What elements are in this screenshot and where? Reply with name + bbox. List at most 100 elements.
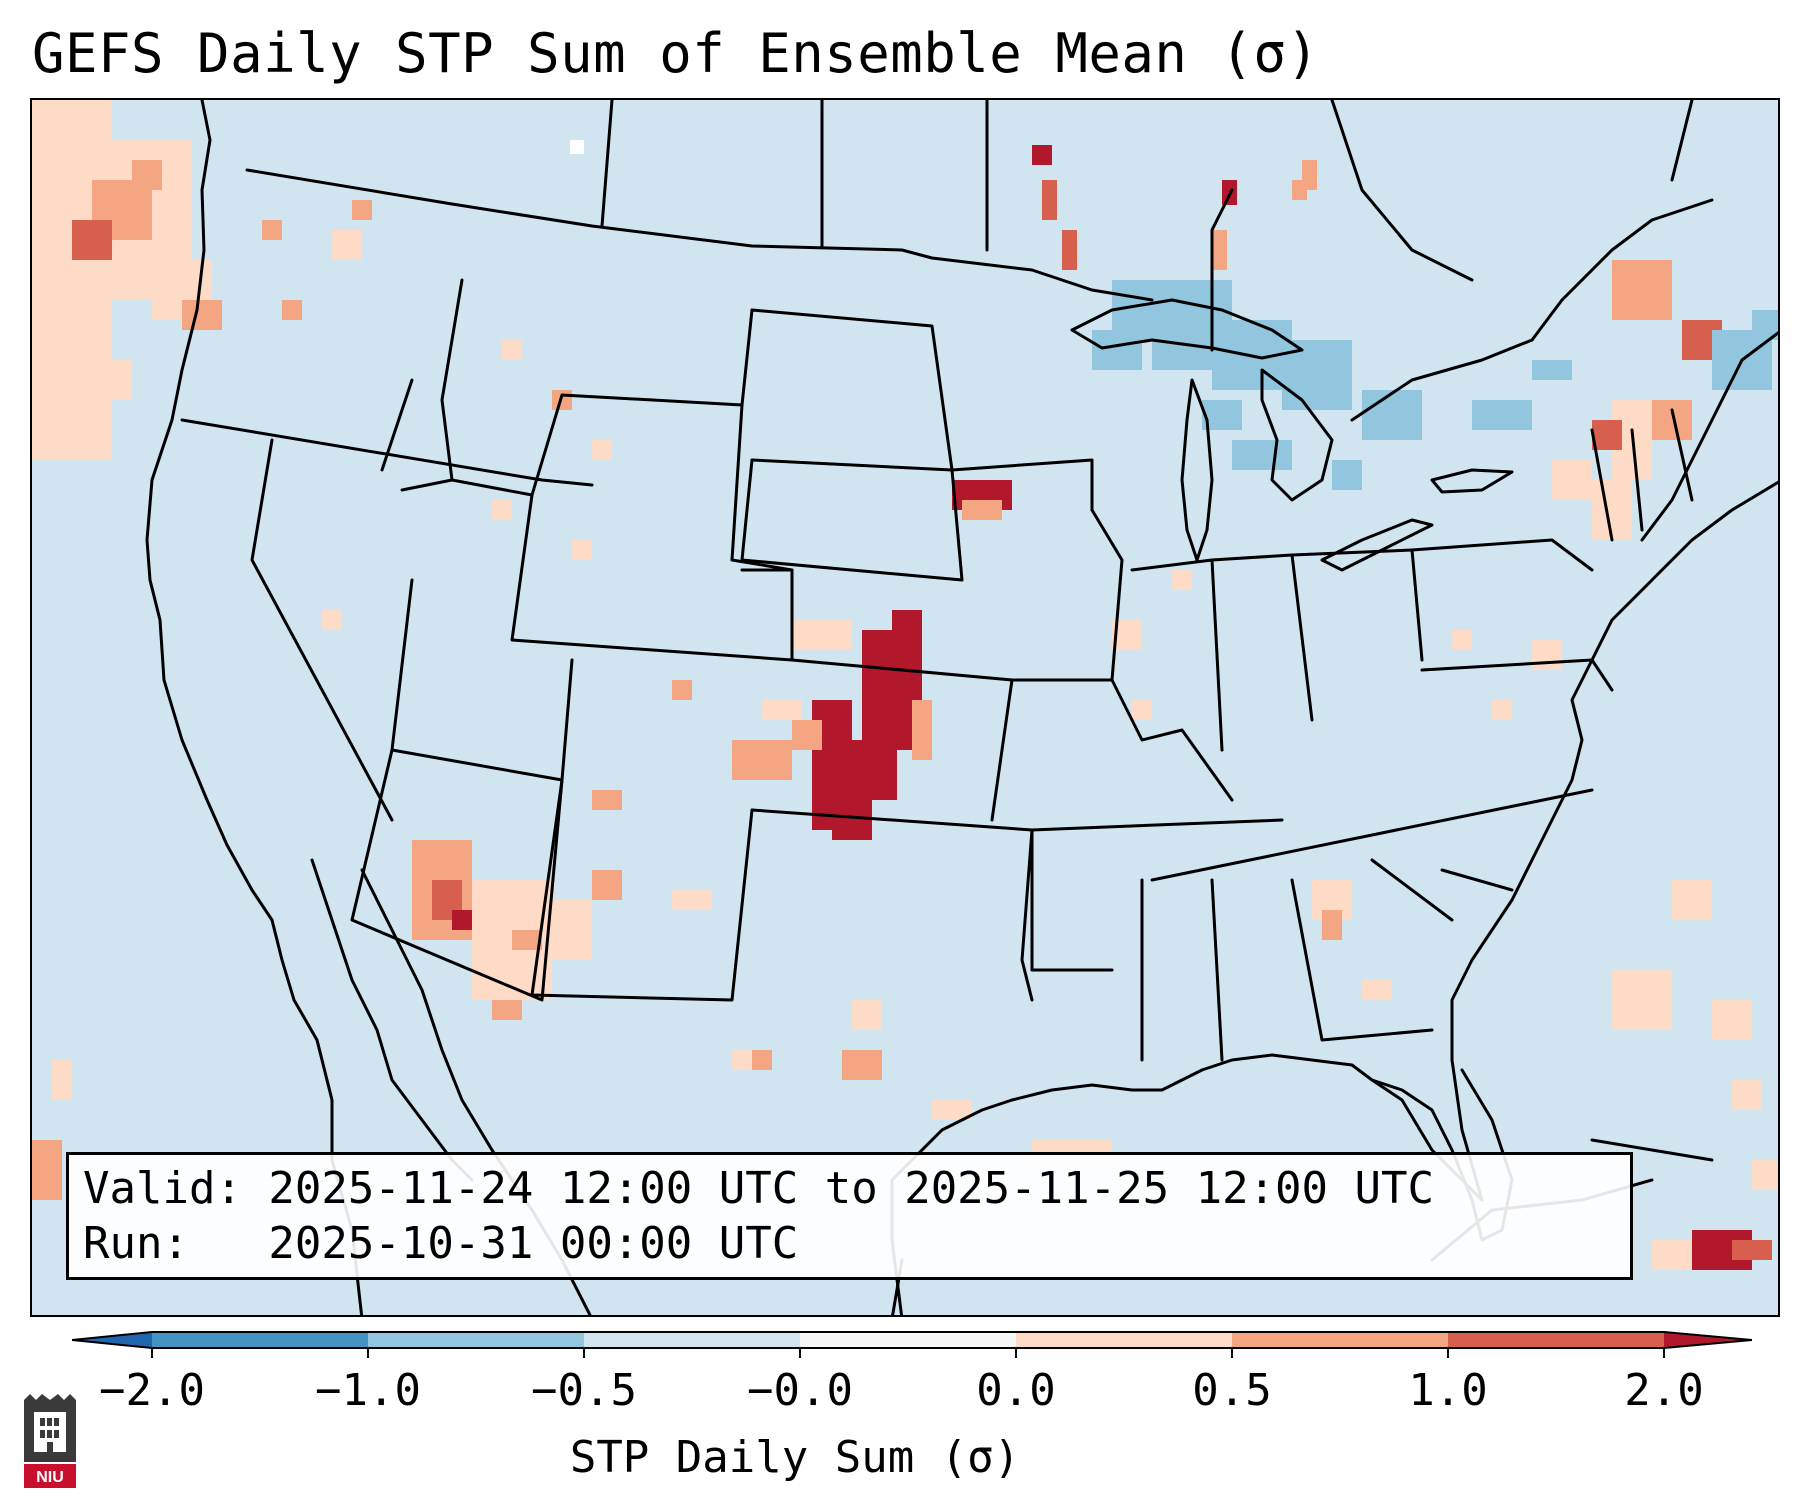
valid-time-text: Valid: 2025-11-24 12:00 UTC to 2025-11-2…: [83, 1163, 1435, 1214]
anomaly-cell: [1092, 330, 1142, 370]
valid-run-box: Valid: 2025-11-24 12:00 UTC to 2025-11-2…: [66, 1152, 1633, 1280]
anomaly-cell: [1652, 1240, 1692, 1270]
anomaly-cell: [1132, 700, 1152, 720]
great-lakes-superior: [1070, 298, 1304, 360]
anomaly-cell: [1172, 570, 1192, 590]
boundary-lines: [145, 100, 1778, 1315]
anomaly-cell: [552, 900, 592, 960]
anomaly-cell: [282, 300, 302, 320]
anomaly-cell: [592, 790, 622, 810]
svg-text:NIU: NIU: [36, 1469, 64, 1486]
colorbar-bin: [584, 1332, 800, 1348]
run-time-text: Run: 2025-10-31 00:00 UTC: [83, 1218, 799, 1269]
anomaly-cell: [1732, 1080, 1762, 1110]
anomaly-cell: [932, 1100, 972, 1120]
anomaly-cell: [1612, 260, 1672, 320]
anomaly-cell: [92, 360, 132, 400]
niu-logo: NIU: [24, 1394, 76, 1488]
colorbar-label: STP Daily Sum (σ): [569, 1432, 1021, 1483]
anomaly-cell: [842, 1050, 882, 1080]
anomaly-cell: [1712, 1000, 1752, 1040]
anomaly-cell: [762, 700, 802, 720]
anomaly-cell: [1062, 230, 1077, 270]
anomaly-cell: [1042, 180, 1057, 220]
colorbar-tick-label: −1.0: [315, 1365, 421, 1416]
anomaly-cell: [1492, 700, 1512, 720]
colorbar-tick-label: 0.5: [1192, 1365, 1272, 1416]
anomaly-cell: [322, 610, 342, 630]
anomaly-cell: [1652, 400, 1692, 440]
anomaly-cell: [1532, 360, 1572, 380]
anomaly-cell: [1232, 440, 1292, 470]
east-coastline: [1450, 480, 1778, 1202]
colorbar-bin: [368, 1332, 584, 1348]
map-canvas: [32, 100, 1778, 1315]
colorbar-tick-label: −0.0: [747, 1365, 853, 1416]
map-panel[interactable]: [30, 98, 1780, 1317]
anomaly-cell: [502, 340, 522, 360]
colorbar: [72, 1331, 1752, 1358]
colorbar-bin: [1232, 1332, 1448, 1348]
anomaly-cell: [672, 680, 692, 700]
great-lakes-huron: [1260, 368, 1334, 502]
anomaly-cell: [32, 300, 92, 380]
anomaly-cells: [32, 100, 1778, 1270]
canada-us-border: [245, 168, 1154, 302]
anomaly-cell: [52, 1060, 72, 1100]
missing-cell: [570, 140, 584, 154]
anomaly-cell: [1322, 910, 1342, 940]
west-coastline: [145, 100, 364, 1315]
anomaly-cell: [572, 540, 592, 560]
anomaly-cell: [832, 800, 872, 840]
anomaly-cell: [1672, 880, 1712, 920]
anomaly-cell: [1212, 230, 1227, 270]
colorbar-bin: [1016, 1332, 1232, 1348]
anomaly-cell: [847, 740, 897, 800]
anomaly-cell: [592, 870, 622, 900]
anomaly-cell: [892, 610, 922, 670]
anomaly-cell: [792, 620, 852, 650]
anomaly-cell: [132, 160, 162, 190]
great-lakes-ontario: [1430, 468, 1514, 494]
colorbar-extend-high: [1664, 1332, 1752, 1348]
anomaly-cell: [1732, 1240, 1772, 1260]
anomaly-cell: [262, 220, 282, 240]
anomaly-cell: [32, 1140, 62, 1200]
anomaly-cell: [1362, 980, 1392, 1000]
colorbar-bin: [1448, 1332, 1664, 1348]
colorbar-tick-label: −0.5: [531, 1365, 637, 1416]
anomaly-cell: [752, 1050, 772, 1070]
anomaly-cell: [1472, 400, 1532, 430]
anomaly-cell: [592, 440, 612, 460]
anomaly-cell: [962, 500, 1002, 520]
anomaly-cell: [852, 1000, 882, 1030]
anomaly-cell: [332, 230, 362, 260]
anomaly-cell: [1452, 630, 1472, 650]
anomaly-cell: [1592, 480, 1632, 540]
anomaly-cell: [452, 910, 472, 930]
anomaly-cell: [1752, 1160, 1778, 1190]
anomaly-cell: [492, 500, 512, 520]
colorbar-extend-low: [72, 1332, 152, 1348]
anomaly-cell: [912, 700, 932, 760]
anomaly-cell: [72, 220, 112, 260]
colorbar-tick-label: 0.0: [976, 1365, 1056, 1416]
colorbar-tick-label: 2.0: [1624, 1365, 1704, 1416]
anomaly-cell: [1552, 460, 1592, 500]
anomaly-cell: [182, 300, 222, 330]
colorbar-bin: [800, 1332, 1016, 1348]
anomaly-cell: [1592, 420, 1622, 450]
gulf-coastline: [890, 1053, 1484, 1202]
anomaly-cell: [512, 930, 542, 950]
anomaly-cell: [672, 890, 712, 910]
new-england-coast: [1640, 331, 1778, 542]
anomaly-cell: [792, 720, 822, 750]
anomaly-cell: [1612, 970, 1672, 1030]
colorbar-bin: [152, 1332, 368, 1348]
anomaly-cell: [732, 740, 792, 780]
colorbar-tick-label: 1.0: [1408, 1365, 1488, 1416]
anomaly-cell: [1532, 640, 1562, 670]
colorbar-tick-label: −2.0: [99, 1365, 205, 1416]
anomaly-cell: [1362, 390, 1422, 440]
great-lakes-erie: [1320, 518, 1434, 572]
